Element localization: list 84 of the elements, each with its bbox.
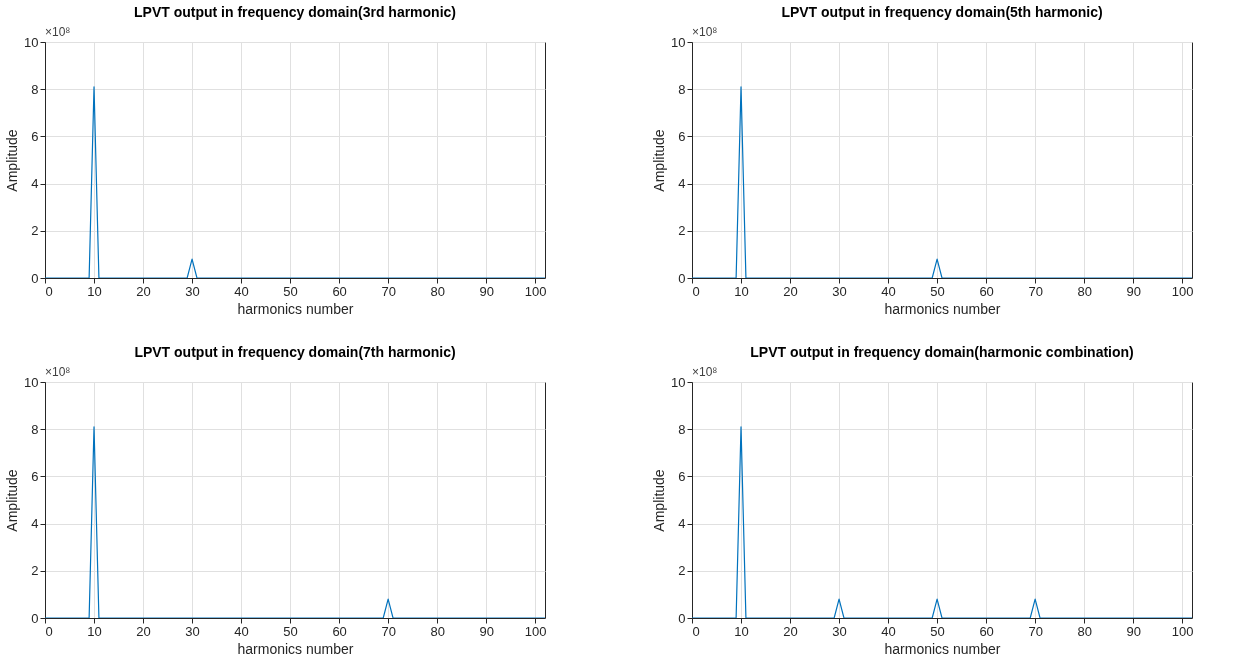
x-tick-label: 20: [783, 623, 798, 639]
x-tick-label: 80: [430, 623, 445, 639]
y-tick-label: 10: [671, 374, 686, 390]
y-tick-label: 6: [31, 128, 39, 144]
x-tick-label: 80: [430, 283, 445, 299]
y-tick-label: 10: [24, 374, 39, 390]
y-tick-label: 10: [671, 34, 686, 50]
x-tick-label: 50: [283, 623, 298, 639]
y-tick-label: 6: [31, 468, 39, 484]
chart-title: LPVT output in frequency domain(7th harmonic): [134, 344, 456, 360]
y-tick-label: 8: [31, 421, 39, 437]
y-tick-label: 4: [31, 176, 39, 192]
chart-title: LPVT output in frequency domain(5th harmonic): [781, 4, 1103, 20]
x-tick-label: 40: [881, 623, 896, 639]
x-tick-label: 30: [832, 283, 847, 299]
y-tick-label: 0: [678, 610, 686, 626]
y-tick-label: 2: [678, 223, 686, 239]
x-tick-label: 10: [734, 283, 749, 299]
x-tick-label: 0: [692, 283, 700, 299]
text: ×10⁸: [692, 365, 718, 379]
y-tick-label: 6: [678, 128, 686, 144]
y-tick-label: 8: [678, 81, 686, 97]
y-tick-label: 10: [24, 34, 39, 50]
x-tick-label: 20: [136, 623, 151, 639]
x-tick-label: 0: [692, 623, 700, 639]
x-tick-label: 0: [45, 283, 53, 299]
y-axis-title: Amplitude: [651, 469, 668, 532]
x-tick-label: 20: [136, 283, 151, 299]
x-tick-label: 50: [930, 283, 945, 299]
y-tick-label: 4: [31, 516, 39, 532]
x-tick-label: 90: [1126, 623, 1141, 639]
x-tick-label: 10: [87, 283, 102, 299]
x-tick-label: 20: [783, 283, 798, 299]
y-axis-title: Amplitude: [651, 129, 668, 192]
x-tick-label: 60: [332, 283, 347, 299]
x-tick-label: 90: [479, 623, 494, 639]
x-tick-label: 90: [1126, 283, 1141, 299]
x-tick-label: 0: [45, 623, 53, 639]
y-tick-label: 0: [31, 610, 39, 626]
y-tick-label: 8: [678, 421, 686, 437]
x-tick-label: 100: [1171, 283, 1194, 299]
x-tick-label: 80: [1077, 623, 1092, 639]
x-tick-label: 90: [479, 283, 494, 299]
x-tick-label: 30: [185, 283, 200, 299]
x-tick-label: 10: [734, 623, 749, 639]
x-tick-label: 70: [1028, 623, 1043, 639]
text: ×10⁸: [45, 365, 71, 379]
x-tick-label: 50: [930, 623, 945, 639]
y-tick-label: 0: [31, 270, 39, 286]
x-tick-label: 60: [979, 623, 994, 639]
x-tick-label: 10: [87, 623, 102, 639]
x-tick-label: 40: [881, 283, 896, 299]
x-tick-label: 100: [524, 283, 547, 299]
x-tick-label: 70: [381, 283, 396, 299]
y-axis-title: Amplitude: [4, 469, 21, 532]
x-tick-label: 60: [979, 283, 994, 299]
x-tick-label: 70: [381, 623, 396, 639]
x-tick-label: 30: [832, 623, 847, 639]
x-tick-label: 100: [524, 623, 547, 639]
x-tick-label: 60: [332, 623, 347, 639]
x-tick-label: 80: [1077, 283, 1092, 299]
x-tick-label: 40: [234, 623, 249, 639]
y-tick-label: 2: [31, 223, 39, 239]
x-axis-title: harmonics number: [884, 300, 1001, 317]
y-tick-label: 2: [678, 563, 686, 579]
y-tick-label: 6: [678, 468, 686, 484]
y-tick-label: 4: [678, 516, 686, 532]
chart-title: LPVT output in frequency domain(3rd harmonic): [133, 4, 457, 20]
x-tick-label: 40: [234, 283, 249, 299]
y-tick-label: 8: [31, 81, 39, 97]
x-tick-label: 30: [185, 623, 200, 639]
x-axis-title: harmonics number: [237, 640, 354, 657]
x-axis-title: harmonics number: [237, 300, 354, 317]
x-axis-title: harmonics number: [884, 640, 1001, 657]
y-tick-label: 0: [678, 270, 686, 286]
y-tick-label: 2: [31, 563, 39, 579]
y-tick-label: 4: [678, 176, 686, 192]
chart-title: LPVT output in frequency domain(harmonic combination): [750, 344, 1134, 360]
x-tick-label: 70: [1028, 283, 1043, 299]
y-axis-title: Amplitude: [4, 129, 21, 192]
x-tick-label: 100: [1171, 623, 1194, 639]
text: ×10⁸: [45, 25, 71, 39]
x-tick-label: 50: [283, 283, 298, 299]
text: ×10⁸: [692, 25, 718, 39]
